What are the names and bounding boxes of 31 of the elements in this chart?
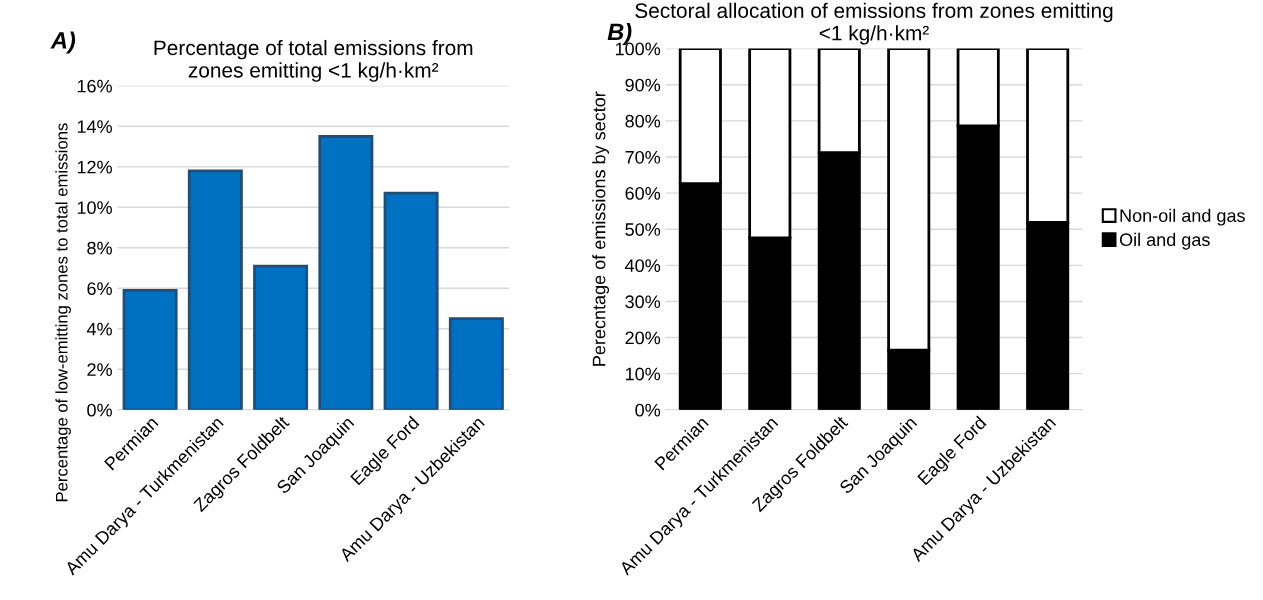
bar [187, 169, 243, 410]
y-tick-label: 70% [625, 150, 661, 164]
y-tick-label: 0% [635, 403, 661, 417]
y-tick-label: 12% [77, 160, 112, 174]
y-tick-label: 16% [77, 79, 112, 93]
y-tick-label: 2% [87, 363, 112, 376]
text: A) [50, 31, 76, 54]
bar [122, 288, 178, 410]
legend-label: Non-oil and gas [1120, 208, 1245, 226]
bar [253, 264, 309, 410]
y-tick-label: 40% [625, 259, 661, 273]
y-tick-label: 10% [625, 367, 661, 381]
legend-label: Oil and gas [1119, 232, 1210, 250]
y-tick-label: 60% [625, 187, 661, 200]
y-tick-label: 10% [77, 201, 112, 215]
y-tick-label: 50% [625, 223, 661, 236]
y-tick-label: 20% [625, 331, 661, 345]
y-tick-label: 4% [86, 322, 112, 336]
y-axis-title: Percentage of low-emitting zones to total emissions [55, 123, 71, 502]
y-tick-label: 6% [87, 282, 112, 296]
y-tick-label: 90% [625, 78, 661, 92]
y-tick-label: 8% [87, 241, 112, 255]
chart-title: Percentage of total emissions from zones emitting <1 kg/h·km² [154, 39, 473, 82]
bar [383, 191, 439, 410]
bar [318, 135, 374, 410]
y-tick-label: 0% [87, 403, 112, 417]
y-tick-label: 80% [625, 114, 661, 128]
y-tick-label: 14% [77, 120, 112, 133]
bar [448, 317, 504, 410]
y-axis-title: Perecntage of emissions by sector [592, 91, 610, 366]
y-tick-label: 30% [625, 295, 661, 309]
